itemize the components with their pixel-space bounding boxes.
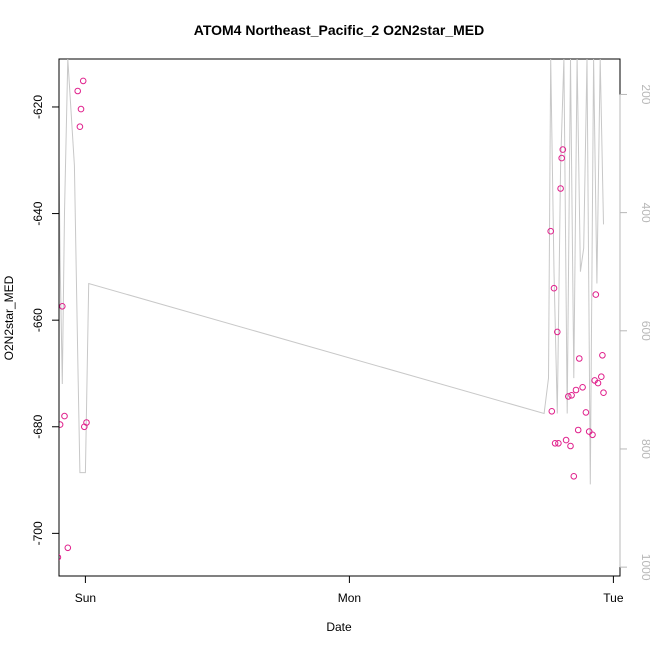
data-point bbox=[559, 146, 567, 153]
data-point bbox=[592, 291, 600, 298]
data-point bbox=[61, 412, 68, 420]
data-point bbox=[570, 473, 578, 480]
data-point bbox=[557, 185, 564, 192]
y2-tick-label: 200 bbox=[639, 84, 650, 104]
y-axis-left: -620 -640 -660 -680 -700 bbox=[31, 95, 60, 545]
data-point bbox=[579, 384, 586, 391]
y2-tick-label: 600 bbox=[639, 321, 650, 341]
plot-frame bbox=[58, 58, 621, 577]
y-axis-right: 200 400 600 800 1000 bbox=[619, 84, 650, 581]
series-layer bbox=[59, 59, 607, 561]
y-axis-title: O2N2star_MED bbox=[2, 275, 16, 360]
y-tick-label: -640 bbox=[31, 201, 45, 225]
x-tick-label: Tue bbox=[603, 591, 624, 605]
x-tick-label: Mon bbox=[338, 591, 361, 605]
data-point bbox=[59, 303, 66, 310]
y-tick-label: -680 bbox=[31, 414, 45, 438]
data-point bbox=[567, 442, 574, 450]
data-point bbox=[79, 77, 87, 85]
data-point bbox=[562, 436, 570, 444]
data-point bbox=[558, 154, 566, 162]
y2-tick-label: 800 bbox=[639, 439, 650, 459]
y-tick-label: -700 bbox=[31, 521, 45, 545]
data-point bbox=[598, 373, 605, 381]
x-axis: Sun Mon Tue bbox=[75, 575, 624, 605]
data-point bbox=[582, 409, 590, 416]
data-point bbox=[548, 408, 556, 415]
data-point bbox=[568, 392, 575, 399]
y2-tick-label: 1000 bbox=[639, 554, 650, 581]
data-point bbox=[547, 227, 555, 235]
data-point bbox=[83, 419, 90, 426]
data-point bbox=[574, 426, 582, 434]
y-tick-label: -620 bbox=[31, 95, 45, 119]
data-point bbox=[599, 352, 606, 359]
data-point bbox=[59, 421, 64, 428]
x-tick-label: Sun bbox=[75, 591, 96, 605]
data-point bbox=[600, 389, 607, 397]
data-point bbox=[589, 431, 596, 439]
data-point bbox=[554, 328, 561, 336]
data-point bbox=[76, 123, 84, 130]
data-point bbox=[572, 386, 580, 394]
data-point bbox=[550, 284, 558, 292]
chart-title: ATOM4 Northeast_Pacific_2 O2N2star_MED bbox=[194, 22, 484, 38]
x-axis-title: Date bbox=[326, 620, 352, 634]
data-point bbox=[576, 355, 583, 362]
data-point bbox=[551, 440, 559, 447]
data-point bbox=[594, 379, 602, 387]
series-line bbox=[59, 59, 604, 485]
y-tick-label: -660 bbox=[31, 308, 45, 332]
data-point bbox=[77, 105, 85, 113]
data-point bbox=[74, 87, 81, 95]
data-point bbox=[555, 440, 562, 447]
data-point bbox=[565, 393, 572, 400]
plot-area bbox=[59, 59, 607, 561]
y2-tick-label: 400 bbox=[639, 203, 650, 223]
data-point bbox=[59, 554, 62, 561]
data-point bbox=[64, 544, 72, 552]
